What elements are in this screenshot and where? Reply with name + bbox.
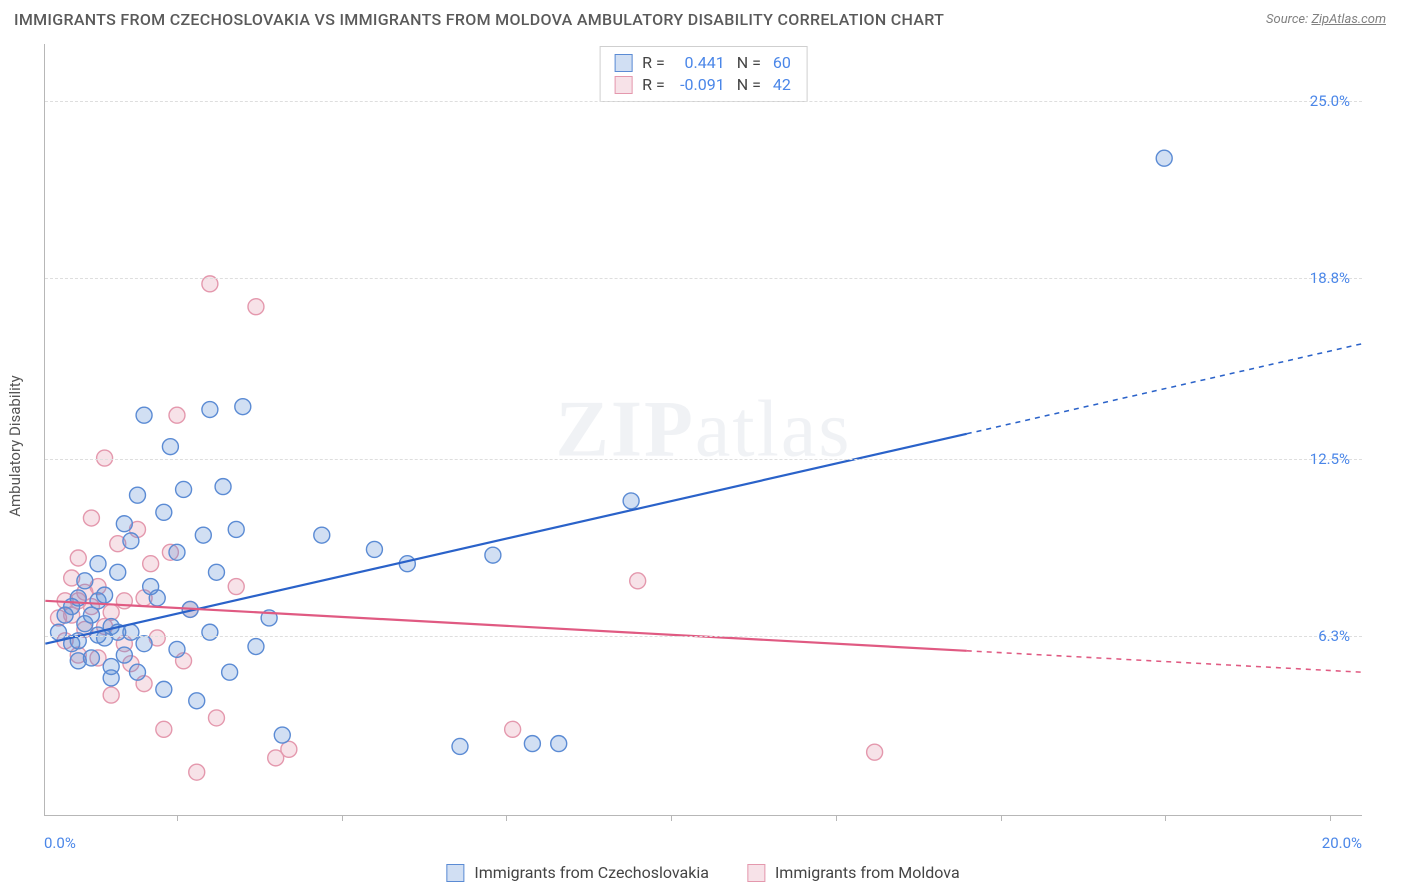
series-legend: Immigrants from Czechoslovakia Immigrant… — [446, 863, 959, 882]
x-tick — [836, 815, 837, 821]
data-point-czechoslovakia — [169, 544, 185, 560]
data-point-moldova — [70, 550, 86, 566]
data-point-czechoslovakia — [623, 493, 639, 509]
data-point-moldova — [867, 744, 883, 760]
chart-container: IMMIGRANTS FROM CZECHOSLOVAKIA VS IMMIGR… — [0, 0, 1406, 892]
data-point-czechoslovakia — [202, 402, 218, 418]
data-point-czechoslovakia — [116, 647, 132, 663]
data-point-moldova — [83, 510, 99, 526]
data-point-czechoslovakia — [77, 573, 93, 589]
regression-line-moldova — [45, 601, 966, 651]
data-point-czechoslovakia — [195, 527, 211, 543]
data-point-czechoslovakia — [149, 590, 165, 606]
data-point-czechoslovakia — [90, 556, 106, 572]
data-point-czechoslovakia — [169, 641, 185, 657]
x-max-label: 20.0% — [1322, 834, 1362, 852]
data-point-moldova — [505, 721, 521, 737]
data-point-czechoslovakia — [176, 481, 192, 497]
data-point-czechoslovakia — [452, 738, 468, 754]
data-point-czechoslovakia — [189, 693, 205, 709]
data-point-moldova — [208, 710, 224, 726]
data-point-czechoslovakia — [116, 516, 132, 532]
data-point-czechoslovakia — [103, 670, 119, 686]
y-tick-label: 12.5% — [1290, 450, 1350, 468]
regression-line-dashed-czechoslovakia — [967, 344, 1362, 434]
data-point-czechoslovakia — [485, 547, 501, 563]
plot-region: ZIPatlas R = 0.441 N = 60 R = -0.091 N =… — [44, 44, 1362, 816]
data-point-czechoslovakia — [83, 650, 99, 666]
data-point-czechoslovakia — [156, 681, 172, 697]
data-point-czechoslovakia — [228, 521, 244, 537]
y-tick-label: 25.0% — [1290, 92, 1350, 110]
data-point-czechoslovakia — [314, 527, 330, 543]
data-point-czechoslovakia — [123, 533, 139, 549]
data-point-czechoslovakia — [156, 504, 172, 520]
data-point-czechoslovakia — [551, 736, 567, 752]
x-tick — [1330, 815, 1331, 821]
data-point-moldova — [169, 407, 185, 423]
data-point-moldova — [189, 764, 205, 780]
source-prefix: Source: — [1266, 12, 1311, 27]
data-point-moldova — [248, 299, 264, 315]
data-point-czechoslovakia — [248, 639, 264, 655]
data-point-czechoslovakia — [208, 564, 224, 580]
data-point-czechoslovakia — [1156, 150, 1172, 166]
data-point-czechoslovakia — [162, 439, 178, 455]
x-tick — [671, 815, 672, 821]
data-point-czechoslovakia — [524, 736, 540, 752]
data-point-moldova — [156, 721, 172, 737]
data-point-czechoslovakia — [136, 636, 152, 652]
legend-item-series-1: Immigrants from Czechoslovakia — [446, 863, 709, 882]
data-point-czechoslovakia — [51, 624, 67, 640]
regression-line-dashed-moldova — [967, 651, 1362, 672]
gridline-h — [45, 101, 1362, 102]
swatch-series-2-bottom — [747, 864, 765, 882]
data-point-czechoslovakia — [366, 541, 382, 557]
source-link[interactable]: ZipAtlas.com — [1311, 12, 1386, 27]
data-point-czechoslovakia — [222, 664, 238, 680]
gridline-h — [45, 278, 1362, 279]
data-point-czechoslovakia — [130, 487, 146, 503]
data-point-czechoslovakia — [215, 479, 231, 495]
gridline-h — [45, 636, 1362, 637]
regression-line-czechoslovakia — [45, 434, 966, 644]
x-tick — [342, 815, 343, 821]
x-min-label: 0.0% — [44, 834, 76, 852]
x-tick — [177, 815, 178, 821]
x-tick — [506, 815, 507, 821]
data-point-moldova — [143, 556, 159, 572]
gridline-h — [45, 459, 1362, 460]
data-point-czechoslovakia — [123, 624, 139, 640]
data-point-czechoslovakia — [110, 564, 126, 580]
data-point-moldova — [630, 573, 646, 589]
legend-label-series-1: Immigrants from Czechoslovakia — [474, 863, 709, 882]
y-tick-label: 6.3% — [1290, 627, 1350, 645]
chart-svg — [45, 44, 1362, 815]
x-tick — [1165, 815, 1166, 821]
y-axis-label: Ambulatory Disability — [6, 375, 24, 517]
data-point-czechoslovakia — [136, 407, 152, 423]
data-point-czechoslovakia — [202, 624, 218, 640]
data-point-moldova — [103, 687, 119, 703]
data-point-moldova — [281, 741, 297, 757]
swatch-series-1-bottom — [446, 864, 464, 882]
source-attribution: Source: ZipAtlas.com — [1266, 12, 1386, 27]
x-tick — [1001, 815, 1002, 821]
legend-item-series-2: Immigrants from Moldova — [747, 863, 960, 882]
y-tick-label: 18.8% — [1290, 269, 1350, 287]
legend-label-series-2: Immigrants from Moldova — [775, 863, 960, 882]
chart-title: IMMIGRANTS FROM CZECHOSLOVAKIA VS IMMIGR… — [14, 10, 944, 29]
data-point-czechoslovakia — [130, 664, 146, 680]
data-point-czechoslovakia — [399, 556, 415, 572]
data-point-czechoslovakia — [83, 607, 99, 623]
data-point-czechoslovakia — [274, 727, 290, 743]
data-point-czechoslovakia — [235, 399, 251, 415]
data-point-moldova — [228, 579, 244, 595]
data-point-czechoslovakia — [97, 587, 113, 603]
